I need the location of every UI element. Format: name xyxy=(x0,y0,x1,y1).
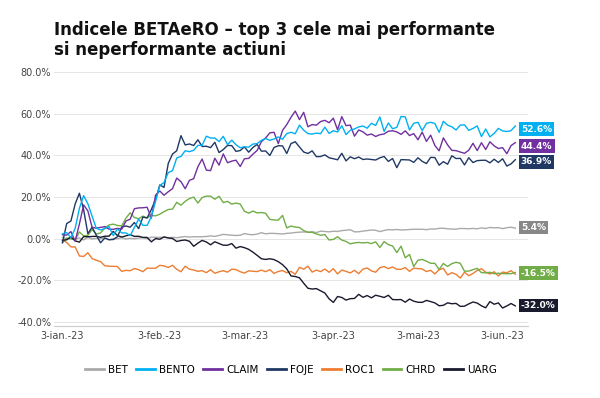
Text: Indicele BETAeRO – top 3 cele mai performante
si neperformante actiuni: Indicele BETAeRO – top 3 cele mai perfor… xyxy=(54,21,495,59)
Text: -16.1%: -16.1% xyxy=(521,268,556,277)
Legend: BET, BENTO, CLAIM, FOJE, ROC1, CHRD, UARG: BET, BENTO, CLAIM, FOJE, ROC1, CHRD, UAR… xyxy=(81,361,501,379)
Text: 52.6%: 52.6% xyxy=(521,125,552,134)
Text: 5.4%: 5.4% xyxy=(521,223,546,232)
Text: -16.5%: -16.5% xyxy=(521,269,556,278)
Text: 44.4%: 44.4% xyxy=(521,142,553,151)
Text: 36.9%: 36.9% xyxy=(521,157,552,166)
Text: -32.0%: -32.0% xyxy=(521,301,556,310)
